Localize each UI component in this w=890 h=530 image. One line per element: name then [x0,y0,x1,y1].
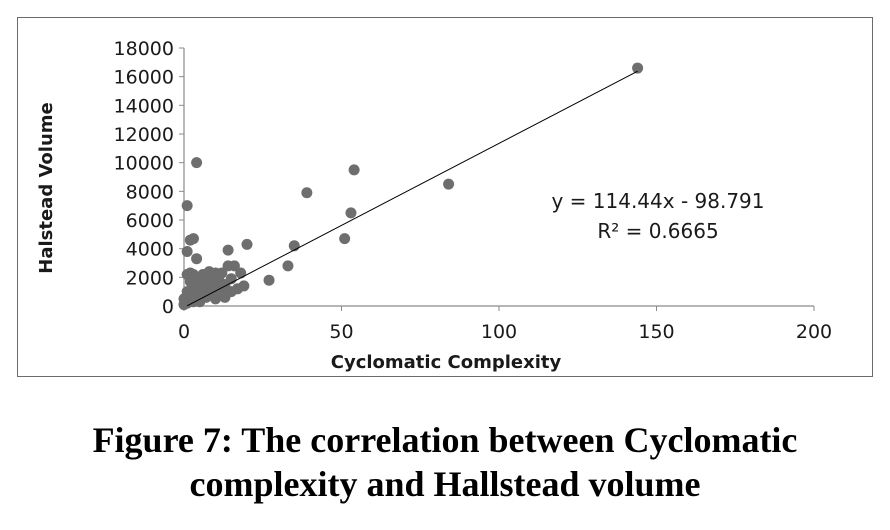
scatter-chart: 0200040006000800010000120001400016000180… [36,38,832,373]
y-tick-label: 6000 [126,210,174,232]
y-tick-label: 0 [162,296,174,318]
r-squared-label: R² = 0.6665 [597,219,718,243]
data-point [345,207,357,219]
data-point [282,260,294,272]
data-point [222,260,234,272]
data-point [187,268,199,280]
data-point [178,299,190,311]
y-tick-label: 16000 [114,67,174,89]
trendline-equation: y = 114.44x - 98.791 [551,189,764,213]
chart-frame: 0 2000 4000 6000 8000 10000 12000 14000 16000 180… [17,17,873,377]
data-point [191,253,203,265]
x-tick-labels: 0 50 100 150 200 [178,306,832,343]
trendline-group [186,70,638,307]
data-point [241,238,253,250]
data-points [178,62,644,311]
y-tick-label: 2000 [126,267,174,289]
y-tick-label: 14000 [114,95,174,117]
data-point [191,284,203,296]
data-point [219,291,231,303]
data-point [191,157,203,169]
y-axis-title: Halstead Volume [36,102,57,273]
data-point [222,244,234,256]
data-point [184,234,196,246]
data-point [210,279,221,290]
x-tick-label: 50 [329,321,353,343]
y-tick-labels: 0 2000 4000 6000 8000 10000 12000 14000 16000 180… [114,38,184,318]
data-point [181,246,193,258]
x-tick-label: 100 [481,321,517,343]
data-point [348,164,360,176]
x-tick-label: 200 [796,321,832,343]
data-point [200,268,212,280]
data-point [301,187,313,199]
data-point [632,62,644,74]
data-point [181,200,193,212]
y-tick-label: 12000 [114,124,174,146]
x-axis-title: Cyclomatic Complexity [331,352,562,373]
data-point [235,267,247,279]
caption-line-1: Figure 7: The correlation between Cyclom… [92,420,798,460]
y-tick-label: 10000 [114,153,174,175]
trendline [186,70,638,307]
data-point [263,274,275,286]
data-point [339,233,351,245]
data-point [194,296,206,308]
y-tick-label: 8000 [126,181,174,203]
figure-caption: Figure 7: The correlation between Cyclom… [0,418,890,506]
data-point [443,178,455,190]
y-tick-label: 4000 [126,239,174,261]
axes [183,48,814,307]
y-tick-label: 18000 [114,38,174,60]
x-tick-label: 0 [178,321,190,343]
caption-line-2: complexity and Hallstead volume [189,464,701,504]
x-tick-label: 150 [638,321,674,343]
